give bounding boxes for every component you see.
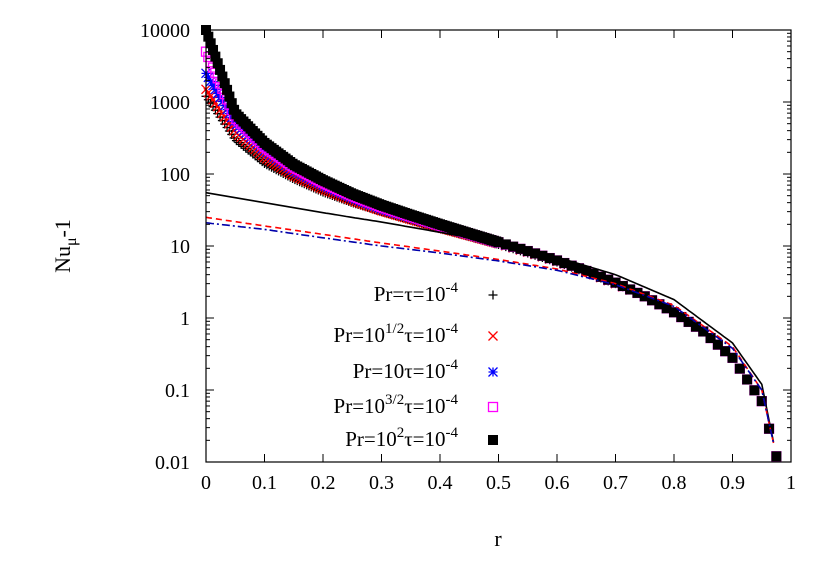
series-plus bbox=[201, 91, 781, 461]
legend-label: Pr=10τ=10-4 bbox=[353, 357, 459, 383]
x-tick-label: 0.1 bbox=[252, 472, 277, 494]
legend-marker bbox=[488, 290, 498, 300]
data-point bbox=[742, 374, 753, 385]
y-tick-label: 1000 bbox=[150, 92, 190, 114]
data-point bbox=[208, 80, 218, 91]
data-point bbox=[720, 346, 731, 357]
series-square-filled bbox=[201, 25, 782, 462]
legend-marker bbox=[487, 401, 499, 413]
series-square-open bbox=[200, 46, 782, 462]
legend-label: Pr=103/2τ=10-4 bbox=[334, 392, 459, 418]
x-tick-label: 0.3 bbox=[369, 472, 394, 494]
data-point bbox=[264, 161, 274, 171]
series-cross bbox=[201, 84, 782, 462]
line-asymptotic-red-dashed bbox=[205, 216, 775, 444]
data-point bbox=[210, 84, 221, 95]
data-point bbox=[203, 72, 214, 83]
data-point bbox=[727, 352, 738, 363]
y-tick-label: 1 bbox=[180, 308, 190, 330]
y-tick-label: 0.01 bbox=[155, 452, 190, 474]
y-tick-label: 0.1 bbox=[165, 380, 190, 402]
y-tick-label: 10 bbox=[170, 236, 190, 258]
x-tick-label: 0.9 bbox=[720, 472, 745, 494]
line-asymptotic-solid bbox=[205, 191, 775, 443]
y-tick-label: 10000 bbox=[140, 20, 190, 42]
legend-marker bbox=[488, 435, 498, 445]
data-point bbox=[262, 160, 272, 170]
x-tick-label: 0 bbox=[201, 472, 211, 494]
legend-label: Pr=101/2τ=10-4 bbox=[334, 321, 459, 347]
data-point bbox=[205, 76, 216, 87]
data-point bbox=[705, 333, 716, 344]
data-point bbox=[712, 339, 723, 350]
legend: Pr=τ=10-4 Pr=101/2τ=10-4 Pr=10τ=10-4 Pr=103… bbox=[334, 280, 499, 451]
x-tick-label: 0.2 bbox=[311, 472, 336, 494]
data-point bbox=[734, 363, 745, 374]
x-tick-label: 0.5 bbox=[486, 472, 511, 494]
legend-label: Pr=102τ=10-4 bbox=[345, 425, 458, 451]
y-axis-title: Nuμ-1 bbox=[50, 219, 80, 273]
axis-ticks: 0 0.1 0.2 0.3 0.4 0.5 0.6 0.7 0.8 0.9 1 0.01 0.1 1 10 1… bbox=[140, 20, 796, 494]
line-asymptotic-blue-dashdot bbox=[205, 222, 775, 444]
x-axis-title: r bbox=[494, 526, 502, 551]
x-tick-label: 0.4 bbox=[428, 472, 453, 494]
y-tick-label: 100 bbox=[160, 164, 190, 186]
legend-marker bbox=[488, 331, 498, 341]
data-point bbox=[771, 451, 782, 462]
x-tick-label: 0.8 bbox=[662, 472, 687, 494]
legend-marker bbox=[488, 367, 498, 377]
x-tick-label: 0.7 bbox=[603, 472, 628, 494]
legend-label: Pr=τ=10-4 bbox=[374, 280, 459, 306]
x-tick-label: 0.6 bbox=[545, 472, 570, 494]
data-point bbox=[756, 396, 767, 407]
data-point bbox=[749, 385, 760, 396]
data-point bbox=[257, 157, 267, 167]
chart-marks bbox=[200, 25, 782, 462]
x-tick-label: 1 bbox=[786, 472, 796, 494]
